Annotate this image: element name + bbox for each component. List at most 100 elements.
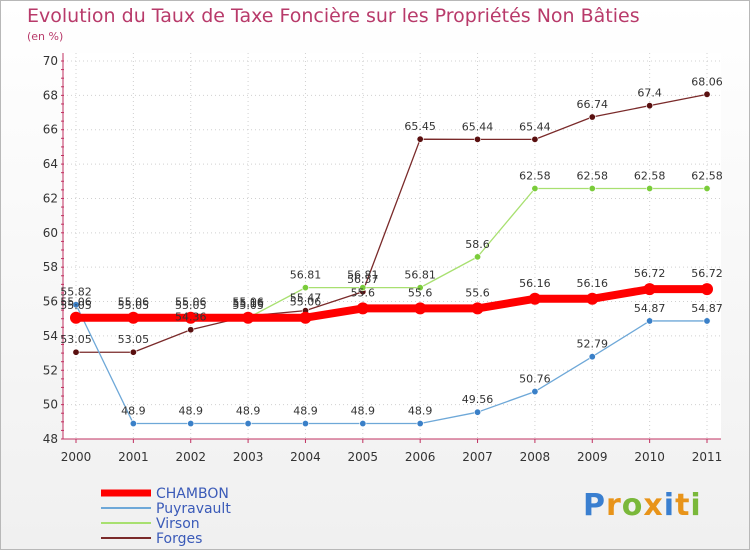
- data-label: 55.06: [118, 296, 150, 309]
- x-tick-label: 2001: [118, 450, 149, 464]
- data-label: 65.44: [519, 120, 551, 133]
- data-point: [474, 408, 482, 416]
- data-point: [187, 420, 195, 428]
- y-tick-label: 64: [43, 157, 58, 171]
- data-point: [356, 302, 369, 315]
- data-label: 62.58: [519, 169, 551, 182]
- data-point: [474, 253, 482, 261]
- data-label: 55.06: [60, 296, 92, 309]
- data-point: [646, 184, 654, 192]
- data-point: [187, 326, 195, 334]
- data-point: [414, 302, 427, 315]
- data-point: [586, 292, 599, 305]
- x-tick-label: 2000: [61, 450, 92, 464]
- data-label: 58.6: [465, 238, 490, 251]
- data-point: [72, 301, 80, 309]
- data-label: 55.6: [465, 286, 490, 299]
- data-label: 48.9: [293, 405, 318, 418]
- data-point: [531, 135, 539, 143]
- data-label: 55.05: [232, 299, 264, 312]
- data-point: [703, 184, 711, 192]
- data-label: 56.16: [577, 277, 609, 290]
- x-tick-label: 2010: [634, 450, 665, 464]
- data-label: 55.6: [408, 286, 433, 299]
- data-label: 56.81: [347, 269, 379, 282]
- data-label: 52.79: [577, 338, 609, 351]
- data-point: [703, 90, 711, 98]
- chart-title: Evolution du Taux de Taxe Foncière sur l…: [27, 5, 640, 27]
- data-point: [416, 284, 424, 292]
- unit-label: (en %): [27, 30, 64, 43]
- data-label: 48.9: [121, 405, 146, 418]
- data-label: 56.81: [290, 269, 322, 282]
- data-label: 62.58: [691, 169, 723, 182]
- x-tick-label: 2006: [405, 450, 436, 464]
- data-point: [70, 311, 82, 324]
- data-label: 68.06: [691, 75, 723, 88]
- data-point: [127, 311, 140, 324]
- data-label: 54.87: [634, 302, 666, 315]
- data-label: 48.9: [351, 405, 376, 418]
- data-label: 48.9: [408, 405, 433, 418]
- series-line-chambon: [76, 285, 707, 322]
- data-label: 54.87: [691, 302, 723, 315]
- data-label: 55.06: [232, 296, 264, 309]
- y-tick-label: 70: [43, 54, 58, 68]
- data-point: [416, 135, 424, 143]
- data-point: [701, 283, 713, 296]
- data-point: [299, 311, 312, 324]
- data-point: [588, 184, 596, 192]
- data-point: [129, 348, 137, 356]
- data-point: [416, 420, 424, 428]
- data-label: 56.57: [347, 273, 379, 286]
- data-label: 55.05: [118, 299, 150, 312]
- data-label: 62.58: [577, 169, 609, 182]
- x-tick-label: 2009: [577, 450, 608, 464]
- series-line-puyravault: [75, 304, 707, 425]
- legend-entry: Forges: [156, 531, 202, 547]
- y-tick-label: 68: [43, 88, 58, 102]
- data-point: [643, 283, 656, 296]
- data-point: [301, 284, 309, 292]
- y-tick-label: 48: [43, 432, 58, 446]
- data-label: 56.72: [691, 267, 723, 280]
- x-tick-label: 2005: [348, 450, 379, 464]
- legend-entry: CHAMBON: [156, 486, 229, 502]
- y-tick-label: 54: [43, 329, 58, 343]
- y-tick-label: 62: [43, 191, 58, 205]
- data-point: [528, 292, 541, 305]
- series-line-forges: [76, 93, 708, 353]
- y-tick-label: 50: [43, 398, 58, 412]
- data-label: 65.45: [404, 120, 436, 133]
- data-point: [301, 420, 309, 428]
- data-label: 56.16: [519, 277, 551, 290]
- data-label: 62.58: [634, 169, 666, 182]
- y-tick-label: 56: [43, 295, 58, 309]
- data-label: 66.74: [577, 98, 609, 111]
- data-point: [471, 302, 484, 315]
- data-label: 67.4: [637, 87, 662, 100]
- data-point: [359, 420, 367, 428]
- data-label: 56.72: [634, 267, 666, 280]
- y-tick-label: 60: [43, 226, 58, 240]
- data-point: [588, 353, 596, 361]
- proxiti-logo: Proxiti: [583, 488, 702, 523]
- x-tick-label: 2011: [692, 450, 723, 464]
- y-tick-label: 58: [43, 260, 58, 274]
- data-point: [242, 311, 255, 324]
- data-label: 55.05: [175, 299, 207, 312]
- y-tick-label: 66: [43, 123, 58, 137]
- data-point: [588, 113, 596, 121]
- y-tick-label: 52: [43, 363, 58, 377]
- data-label: 53.05: [60, 333, 92, 346]
- data-point: [359, 284, 367, 292]
- data-point: [646, 102, 654, 110]
- data-label: 48.9: [236, 405, 261, 418]
- data-label: 56.81: [404, 269, 436, 282]
- data-point: [474, 135, 482, 143]
- data-point: [646, 317, 654, 325]
- data-label: 50.76: [519, 373, 551, 386]
- data-label: 55.6: [351, 286, 376, 299]
